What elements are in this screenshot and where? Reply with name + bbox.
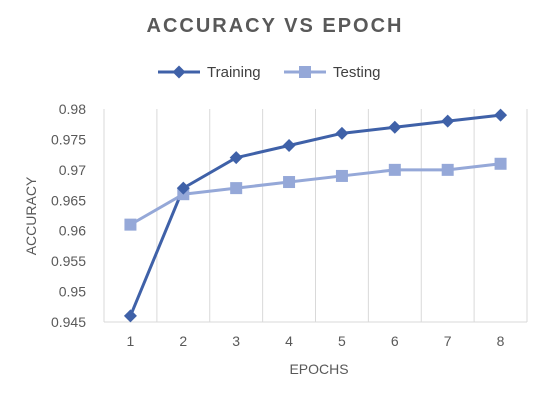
data-point-testing	[336, 170, 348, 182]
legend-label-testing: Testing	[333, 64, 381, 81]
x-tick-label: 5	[338, 333, 346, 349]
y-tick-label: 0.945	[51, 314, 86, 330]
y-tick-label: 0.96	[59, 223, 86, 239]
data-point-testing	[389, 164, 401, 176]
data-point-training	[283, 139, 296, 152]
x-axis-label: EPOCHS	[289, 361, 348, 377]
data-point-training	[335, 127, 348, 140]
data-point-training	[230, 151, 243, 164]
data-point-testing	[495, 158, 507, 170]
x-axis-ticks: 1 2 3 4 5 6 7 8	[127, 333, 505, 349]
chart-title: ACCURACY VS EPOCH	[147, 15, 404, 37]
y-tick-label: 0.955	[51, 253, 86, 269]
x-tick-label: 3	[232, 333, 240, 349]
y-tick-label: 0.95	[59, 284, 86, 300]
legend-label-training: Training	[207, 64, 261, 81]
legend-item-testing: Testing	[284, 64, 381, 81]
x-tick-label: 7	[444, 333, 452, 349]
data-point-training	[388, 121, 401, 134]
legend-marker-training	[173, 66, 186, 79]
legend-marker-testing	[299, 66, 311, 78]
data-point-testing	[124, 219, 136, 231]
y-axis-ticks: 0.945 0.95 0.955 0.96 0.965 0.97 0.975 0.98	[51, 101, 86, 330]
legend: Training Testing	[158, 64, 381, 81]
legend-item-training: Training	[158, 64, 261, 81]
y-tick-label: 0.975	[51, 131, 86, 147]
data-point-testing	[230, 182, 242, 194]
x-tick-label: 1	[127, 333, 135, 349]
x-tick-label: 6	[391, 333, 399, 349]
y-tick-label: 0.97	[59, 162, 86, 178]
y-tick-label: 0.965	[51, 192, 86, 208]
data-point-training	[494, 109, 507, 122]
data-point-testing	[283, 176, 295, 188]
x-tick-label: 4	[285, 333, 293, 349]
data-point-training	[124, 309, 137, 322]
y-tick-label: 0.98	[59, 101, 86, 117]
x-tick-label: 8	[497, 333, 505, 349]
y-axis-label: ACCURACY	[23, 176, 39, 255]
data-point-testing	[442, 164, 454, 176]
data-point-training	[441, 115, 454, 128]
x-tick-label: 2	[179, 333, 187, 349]
